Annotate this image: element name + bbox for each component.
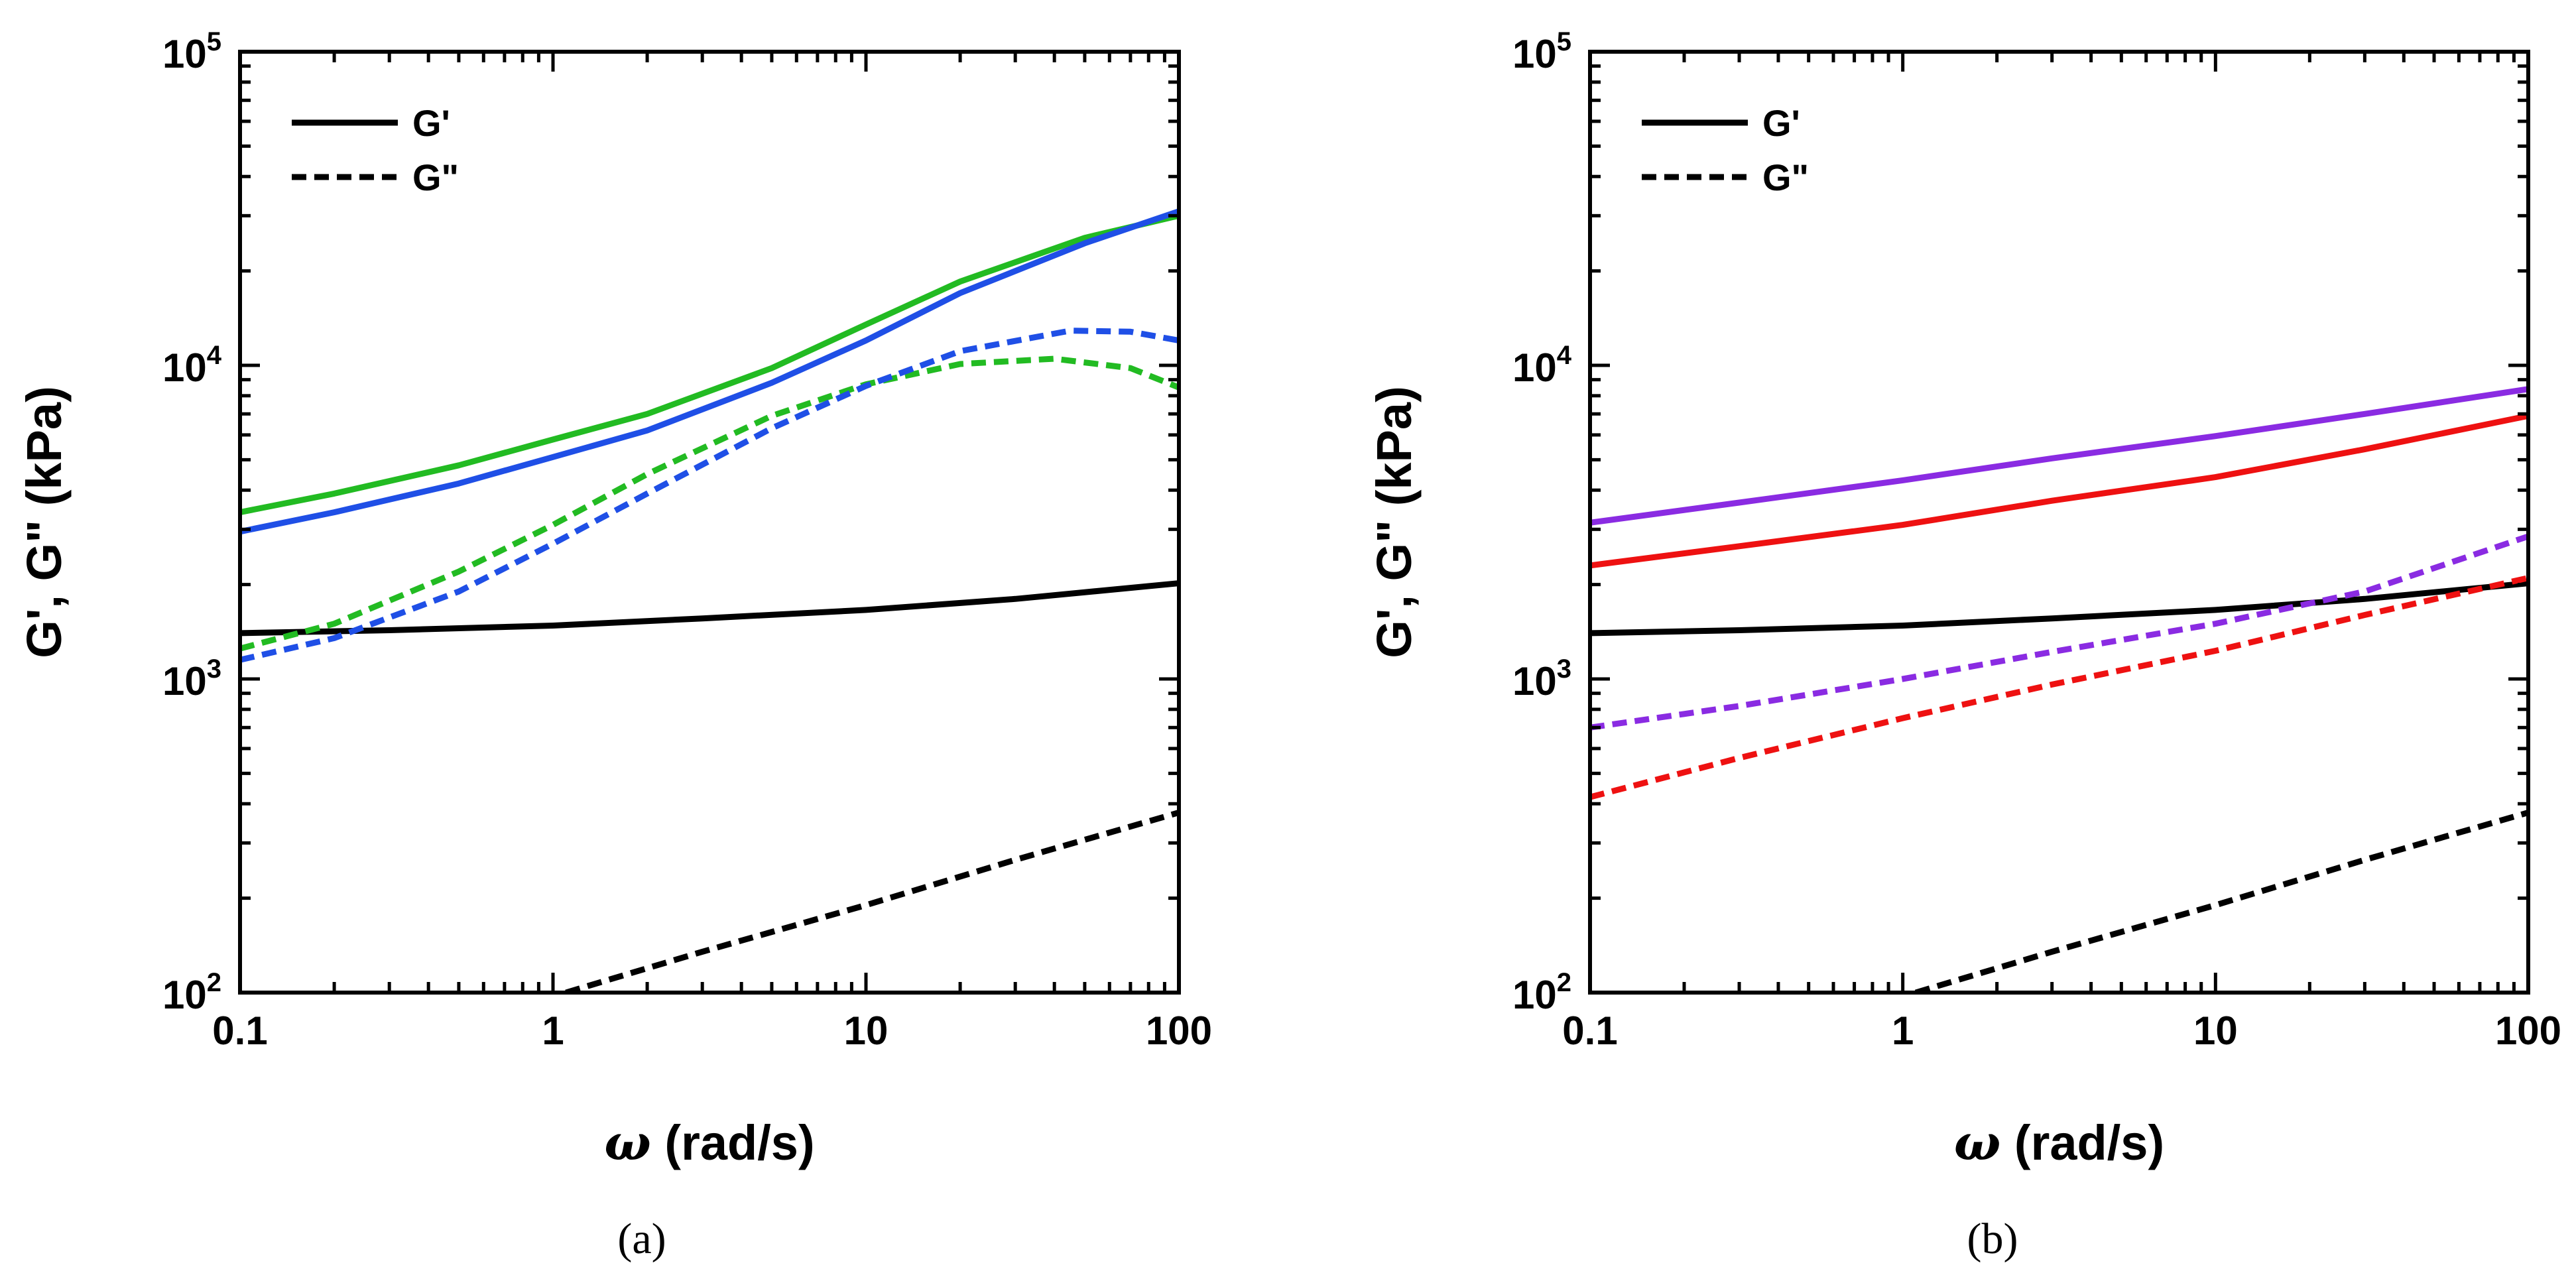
series-line-green-g [240,212,1179,516]
series-line-purple-g [1590,386,2528,526]
series-line-black-g [565,810,1179,993]
series-line-green-g [240,355,1179,652]
y-tick-label: 105 [162,27,221,76]
x-axis-symbol: ω [1954,1115,2000,1172]
series-line-black-g [1914,810,2528,993]
y-tick-label: 104 [1512,341,1572,390]
y-tick-label: 102 [162,968,221,1017]
x-axis-unit: (rad/s) [2000,1115,2164,1170]
x-tick-label: 100 [2495,1008,2561,1053]
legend-label: G' [1762,102,1800,144]
y-tick-exponent: 4 [1557,341,1572,370]
series-line-red-g [1590,412,2528,569]
y-tick-base: 10 [162,345,207,390]
series-line-red-g [1590,575,2528,800]
legend: G' G" [292,102,459,198]
y-axis-title: G', G" (kPa) [1367,386,1422,658]
series-line-blue-g [240,208,1179,535]
series-group [240,208,1179,993]
y-tick-label: 103 [162,654,221,703]
y-tick-base: 10 [162,32,207,76]
x-axis-title: ω (rad/s) [1954,1115,2164,1172]
y-tick-label: 102 [1512,968,1571,1017]
y-axis-title: G', G" (kPa) [17,386,72,658]
y-tick-exponent: 5 [207,27,221,56]
plot-frame [1588,50,2530,995]
legend: G' G" [1642,102,1809,198]
series-line-black-g [1590,580,2528,637]
x-tick-label: 1 [542,1008,564,1053]
y-tick-label: 105 [1512,27,1571,76]
series-group [1590,386,2528,993]
x-tick-label: 10 [844,1008,889,1053]
y-tick-base: 10 [1512,659,1557,703]
y-tick-exponent: 3 [1557,654,1571,684]
y-tick-base: 10 [1512,973,1557,1017]
y-tick-exponent: 3 [207,654,221,684]
series-line-black-g [240,580,1179,637]
x-axis-unit: (rad/s) [651,1115,815,1170]
x-tick-label: 1 [1892,1008,1914,1053]
y-tick-base: 10 [162,973,207,1017]
legend-label: G" [1762,156,1809,198]
y-tick-exponent: 2 [207,968,221,997]
y-tick-exponent: 4 [207,341,222,370]
y-tick-base: 10 [1512,32,1557,76]
y-tick-base: 10 [162,659,207,703]
legend-label: G' [412,102,450,144]
y-tick-exponent: 5 [1557,27,1571,56]
tick-marks [1588,52,2528,995]
panel-caption: (b) [1967,1215,2018,1263]
y-tick-base: 10 [1512,345,1557,390]
x-tick-label: 10 [2193,1008,2238,1053]
y-tick-exponent: 2 [1557,968,1571,997]
x-tick-label: 0.1 [1562,1008,1617,1053]
legend-label: G" [412,156,459,198]
y-tick-label: 103 [1512,654,1571,703]
x-tick-label: 0.1 [212,1008,267,1053]
y-tick-label: 104 [162,341,222,390]
x-tick-label: 100 [1146,1008,1212,1053]
x-axis-title: ω (rad/s) [604,1115,814,1172]
series-line-blue-g [240,328,1179,663]
tick-marks [238,52,1179,995]
panel-caption: (a) [617,1215,666,1263]
x-axis-symbol: ω [604,1115,650,1172]
plot-frame [238,50,1181,995]
